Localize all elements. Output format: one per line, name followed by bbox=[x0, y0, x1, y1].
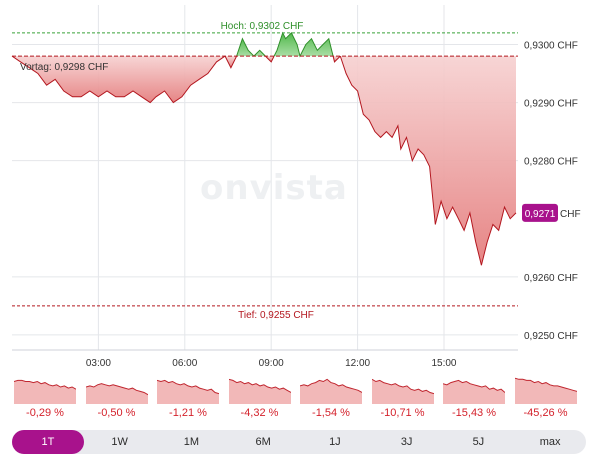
area-fill-above-previous-close bbox=[236, 38, 266, 57]
y-tick-label: 0,9280 CHF bbox=[524, 157, 578, 168]
sparkline bbox=[443, 379, 505, 404]
period-thumbnail-1j[interactable]: -1,54 % bbox=[300, 374, 362, 422]
intraday-chart[interactable]: 0,9300 CHF 0,9290 CHF 0,9280 CHF 0,9260 CHF… bbox=[0, 0, 600, 370]
sparkline-line bbox=[443, 379, 505, 393]
sparkline-fill bbox=[371, 379, 434, 404]
sparkline bbox=[228, 378, 291, 404]
period-tab-6m[interactable]: 6M bbox=[227, 430, 299, 454]
price-line bbox=[339, 55, 517, 266]
x-tick-label: 09:00 bbox=[259, 358, 284, 369]
sparkline-line bbox=[157, 379, 219, 395]
period-change-label: -0,50 % bbox=[97, 407, 136, 419]
period-thumbnail-1m[interactable]: -1,21 % bbox=[157, 374, 219, 422]
sparkline-fill bbox=[85, 383, 148, 404]
period-change-label: -45,26 % bbox=[523, 407, 568, 419]
period-change-label: -4,32 % bbox=[240, 407, 279, 419]
x-tick-label: 03:00 bbox=[86, 358, 111, 369]
sparkline-fill bbox=[157, 380, 219, 404]
period-tab-1t[interactable]: 1T bbox=[12, 430, 84, 454]
sparkline-line bbox=[228, 378, 291, 393]
sparkline-line bbox=[14, 379, 76, 390]
high-label: Hoch: 0,9302 CHF bbox=[221, 21, 304, 32]
sparkline-line bbox=[300, 378, 362, 393]
x-tick-label: 06:00 bbox=[172, 358, 197, 369]
sparkline-fill bbox=[300, 379, 362, 404]
period-thumbnail-1t[interactable]: -0,29 % bbox=[14, 374, 76, 422]
sparkline bbox=[85, 383, 148, 404]
price-line bbox=[236, 37, 266, 57]
period-tab-5j[interactable]: 5J bbox=[443, 430, 515, 454]
y-tick-label: 0,9290 CHF bbox=[524, 99, 578, 110]
sparkline bbox=[371, 378, 434, 404]
period-selector: 1T 1W 1M 6M 1J 3J 5J max bbox=[12, 430, 586, 454]
price-line bbox=[332, 55, 341, 63]
period-change-label: -1,54 % bbox=[312, 407, 350, 419]
sparkline-fill bbox=[228, 379, 291, 404]
low-label: Tief: 0,9255 CHF bbox=[238, 310, 314, 321]
x-tick-label: 15:00 bbox=[431, 358, 456, 369]
period-tab-3j[interactable]: 3J bbox=[371, 430, 443, 454]
sparkline bbox=[157, 379, 219, 404]
sparkline bbox=[14, 379, 76, 404]
price-line bbox=[11, 55, 226, 104]
period-tab-1j[interactable]: 1J bbox=[299, 430, 371, 454]
period-tab-1w[interactable]: 1W bbox=[84, 430, 156, 454]
period-thumbnail-3j[interactable]: -10,71 % bbox=[371, 374, 434, 422]
sparkline-line bbox=[85, 383, 148, 396]
current-price-value: 0,9271 bbox=[525, 209, 556, 220]
area-fill-below-previous-close bbox=[12, 56, 226, 103]
y-tick-label: 0,9260 CHF bbox=[524, 273, 578, 284]
area-fill-below-previous-close bbox=[225, 56, 237, 68]
period-change-label: -10,71 % bbox=[380, 407, 425, 419]
period-change-label: -0,29 % bbox=[26, 407, 64, 419]
sparkline-line bbox=[514, 377, 577, 392]
area-fill-below-previous-close bbox=[340, 56, 516, 266]
area-fill-above-previous-close bbox=[274, 32, 334, 57]
price-line bbox=[265, 55, 275, 63]
sparkline-fill bbox=[14, 380, 76, 404]
period-thumbnail-max[interactable]: -45,26 % bbox=[514, 374, 577, 422]
previous-close-label: Vortag: 0,9298 CHF bbox=[20, 62, 108, 73]
sparkline-fill bbox=[514, 378, 577, 404]
period-thumbnail-6m[interactable]: -4,32 % bbox=[228, 374, 291, 422]
period-change-label: -15,43 % bbox=[451, 407, 497, 419]
sparkline bbox=[300, 378, 362, 404]
y-tick-label: 0,9300 CHF bbox=[524, 40, 578, 51]
sparkline-fill bbox=[443, 380, 505, 404]
onvista-watermark: onvista bbox=[200, 168, 348, 208]
current-price-badge bbox=[522, 203, 558, 222]
sparkline bbox=[514, 377, 577, 404]
period-thumbnails: -0,29 % -0,50 % -1,21 % -4,32 % -1,54 % -10,7… bbox=[14, 374, 584, 422]
period-tab-max[interactable]: max bbox=[514, 430, 586, 454]
current-price-unit: CHF bbox=[560, 209, 581, 220]
sparkline-line bbox=[371, 378, 434, 395]
price-line bbox=[224, 55, 238, 69]
y-tick-label: 0,9250 CHF bbox=[524, 331, 578, 342]
period-tab-1m[interactable]: 1M bbox=[156, 430, 228, 454]
period-change-label: -1,21 % bbox=[169, 407, 207, 419]
x-tick-label: 12:00 bbox=[345, 358, 370, 369]
period-thumbnail-1w[interactable]: -0,50 % bbox=[85, 374, 148, 422]
period-thumbnail-5j[interactable]: -15,43 % bbox=[443, 374, 505, 422]
